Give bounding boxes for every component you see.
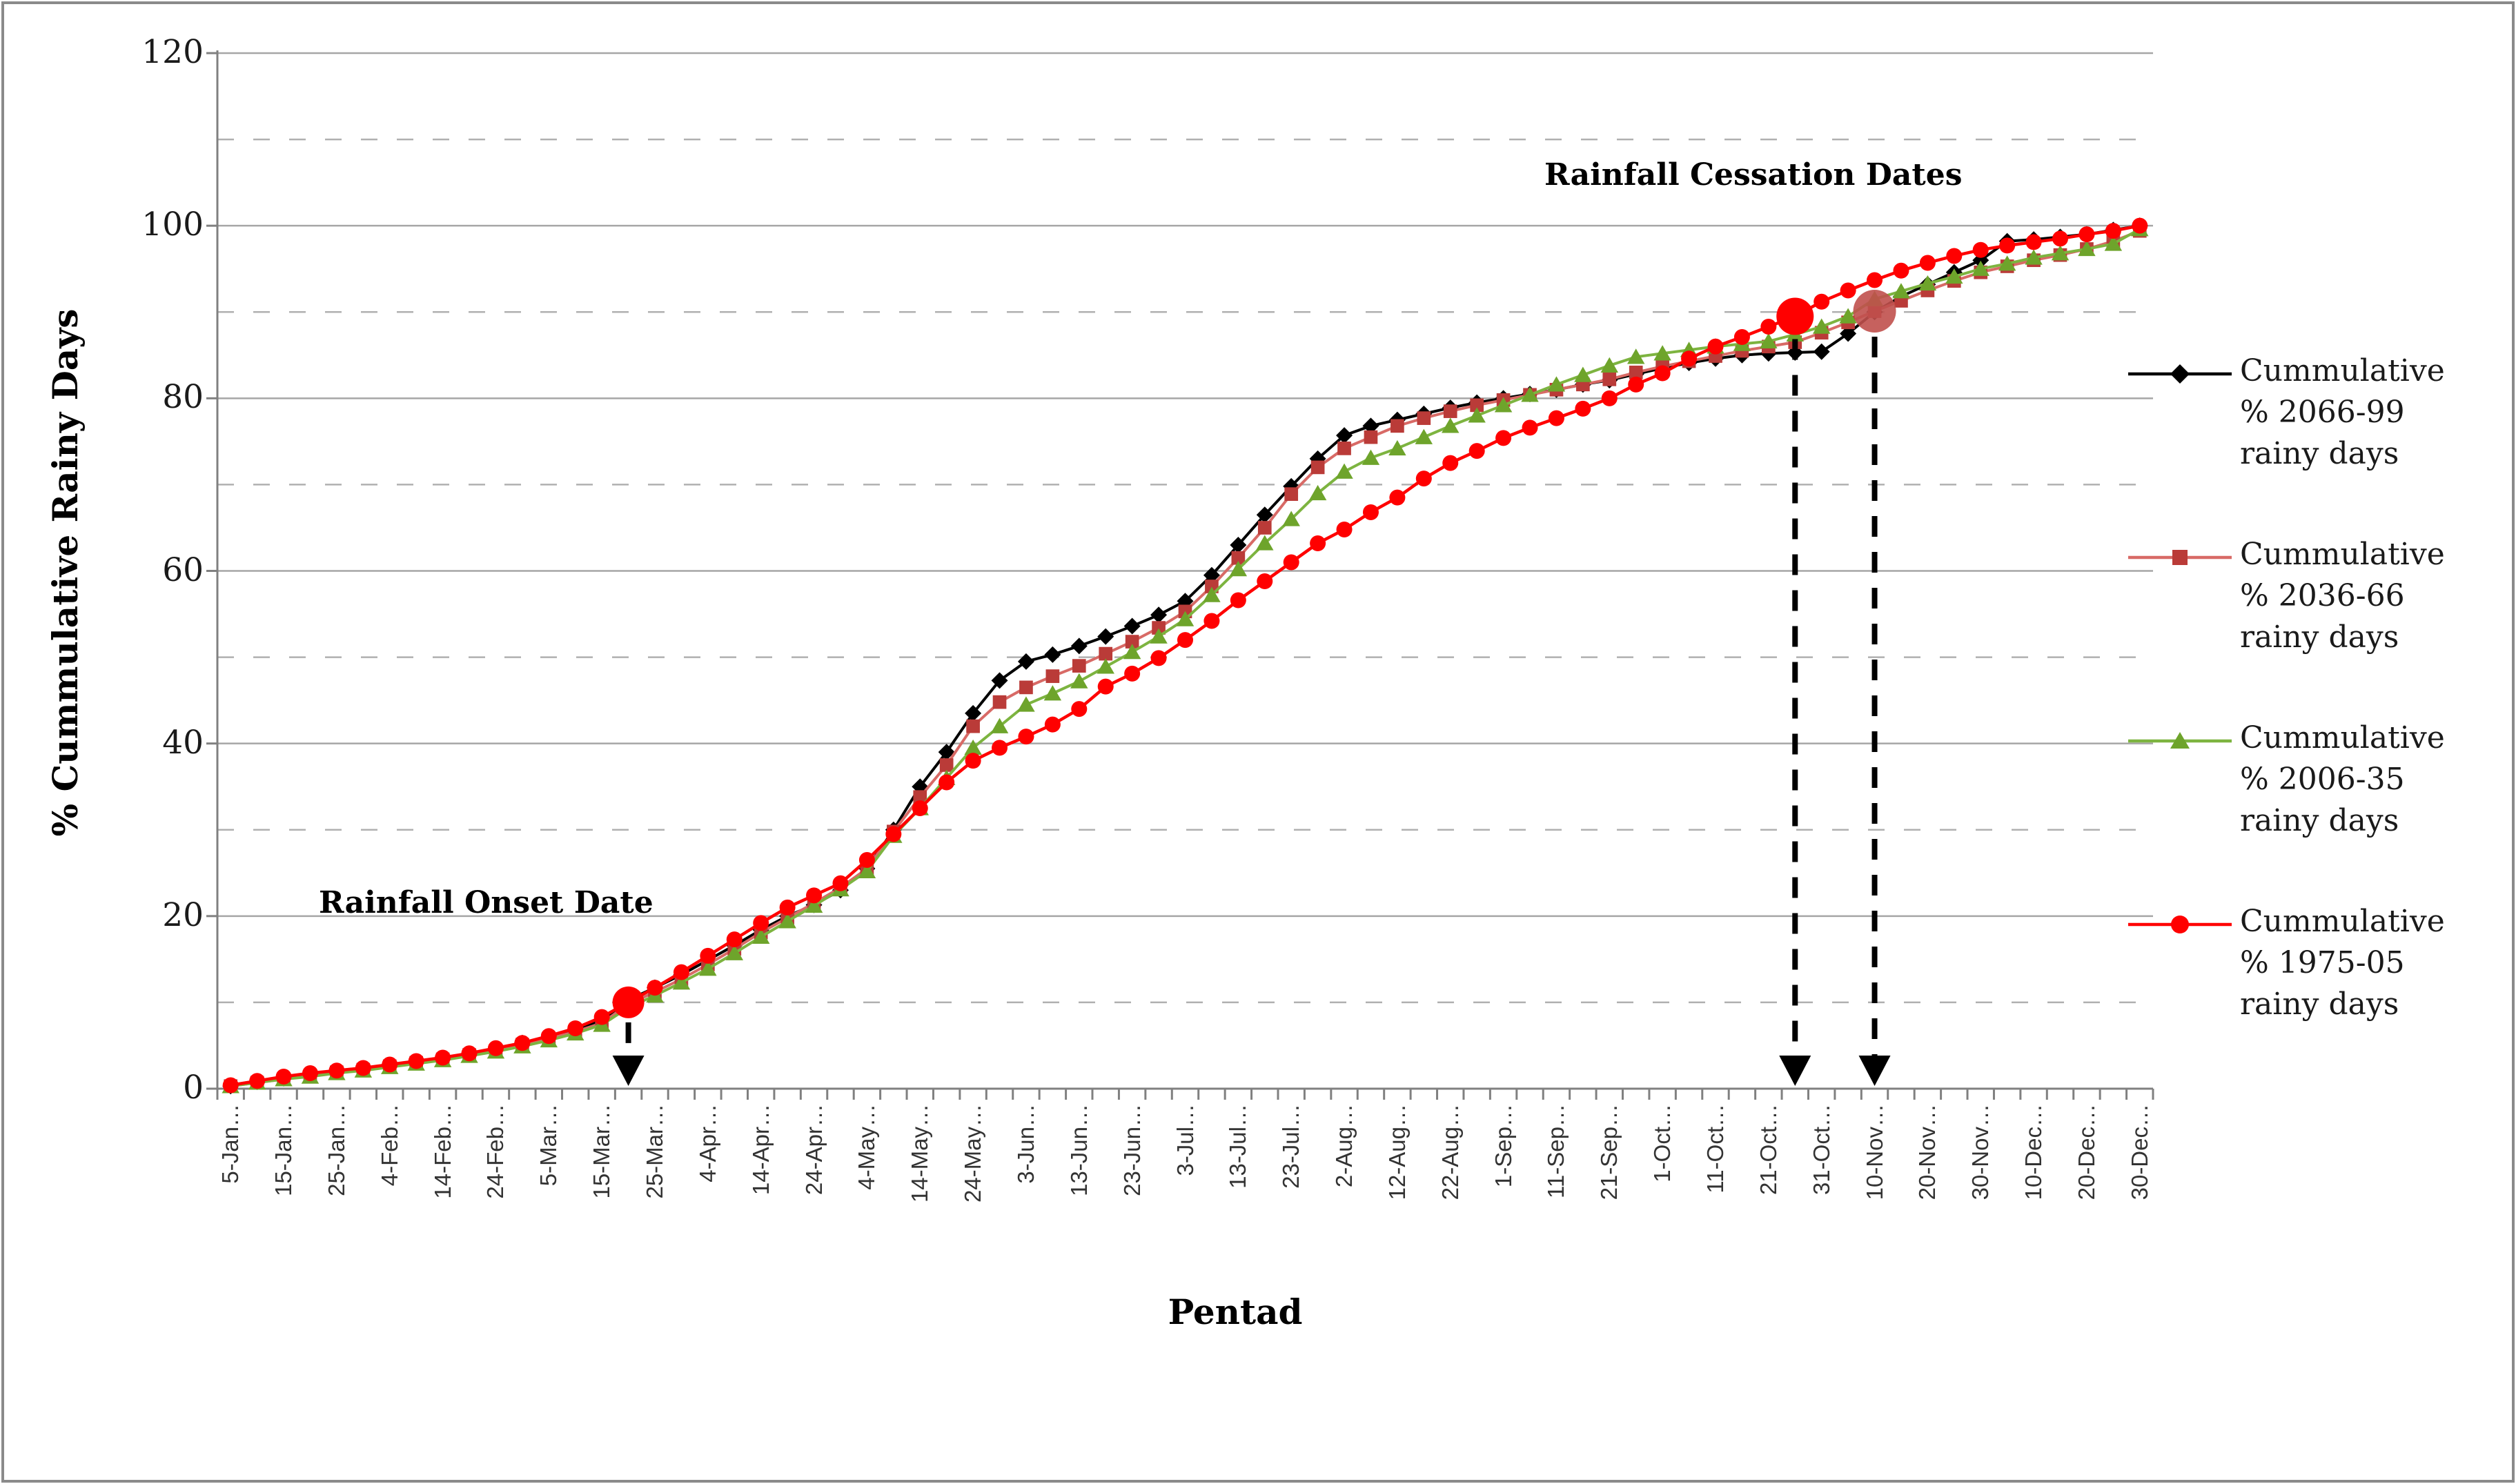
annotation-rainfall-onset-date: Rainfall Onset Date [319, 885, 653, 920]
x-tick-label-24-May: 24-May… [960, 1104, 986, 1203]
y-tick-label-60: 60 [162, 551, 204, 589]
cessation-dot-1 [1776, 297, 1814, 335]
legend: Cummulative% 2066-99 rainy days Cummulativ… [2127, 350, 2513, 1085]
series-cummulative-2066-99-rainy-days [222, 217, 2148, 1095]
x-tick-label-24-Apr: 24-Apr… [800, 1104, 827, 1196]
x-tick-label-23-Jun: 23-Jun… [1119, 1104, 1145, 1196]
series-cummulative-1975-05-rainy-days [222, 217, 2148, 1094]
x-tick-label-14-Apr: 14-Apr… [747, 1104, 774, 1196]
x-tick-label-3-Jun: 3-Jun… [1012, 1104, 1039, 1184]
x-tick-label-1-Oct: 1-Oct… [1649, 1104, 1675, 1183]
onset-dot [612, 986, 645, 1018]
x-tick-label-12-Aug: 12-Aug… [1384, 1104, 1410, 1200]
x-tick-label-13-Jul: 13-Jul… [1225, 1104, 1251, 1189]
x-tick-label-14-May: 14-May… [907, 1104, 933, 1203]
y-tick-label-120: 120 [141, 33, 204, 71]
x-tick-label-25-Mar: 25-Mar… [642, 1104, 667, 1199]
circle-marker-icon [2128, 916, 2232, 933]
series-cummulative-2036-66-rainy-days [224, 224, 2147, 1094]
y-tick-label-40: 40 [162, 723, 204, 762]
x-tick-label-24-Feb: 24-Feb… [482, 1104, 509, 1199]
x-tick-label-22-Aug: 22-Aug… [1437, 1104, 1463, 1200]
x-tick-label-5-Mar: 5-Mar… [535, 1104, 562, 1187]
x-tick-label-21-Sep: 21-Sep… [1596, 1104, 1622, 1200]
gridlines [217, 52, 2153, 1004]
axes [206, 50, 2154, 1100]
x-tick-label-4-Apr: 4-Apr… [694, 1104, 720, 1183]
legend-item-cummulative-2006-35-rainy-days[interactable]: Cummulative% 2006-35 rainy days [2127, 718, 2513, 842]
annotation-markers [612, 289, 1896, 1086]
diamond-marker-icon [2128, 364, 2232, 384]
x-tick-label-1-Sep: 1-Sep… [1490, 1104, 1516, 1188]
y-tick-label-20: 20 [162, 896, 204, 934]
x-tick-label-11-Sep: 11-Sep… [1543, 1104, 1569, 1198]
x-tick-label-10-Nov: 10-Nov… [1861, 1104, 1887, 1200]
square-marker-icon [2128, 550, 2232, 565]
x-tick-label-20-Nov: 20-Nov… [1914, 1104, 1940, 1200]
x-tick-label-23-Jul: 23-Jul… [1278, 1104, 1304, 1189]
x-axis-title: Pentad [1168, 1292, 1303, 1332]
x-tick-label-4-May: 4-May… [854, 1104, 880, 1190]
cessation-dot-2 [1853, 289, 1896, 333]
y-tick-label-80: 80 [162, 378, 204, 417]
legend-label: Cummulative% 2006-35 rainy days [2240, 720, 2445, 838]
x-tick-label-31-Oct: 31-Oct… [1808, 1104, 1834, 1196]
x-tick-label-20-Dec: 20-Dec… [2073, 1104, 2099, 1200]
x-tick-label-21-Oct: 21-Oct… [1755, 1104, 1781, 1196]
x-tick-label-10-Dec: 10-Dec… [2021, 1104, 2047, 1200]
legend-item-cummulative-2036-66-rainy-days[interactable]: Cummulative% 2036-66 rainy days [2127, 534, 2513, 658]
y-axis-title: % Cummulative Rainy Days [45, 308, 86, 837]
triangle-marker-icon [2128, 732, 2232, 749]
x-tick-label-4-Feb: 4-Feb… [376, 1104, 402, 1187]
legend-item-cummulative-1975-05-rainy-days[interactable]: Cummulative% 1975-05 rainy days [2127, 901, 2513, 1025]
x-tick-label-15-Jan: 15-Jan… [271, 1104, 297, 1196]
x-tick-label-2-Aug: 2-Aug… [1331, 1104, 1357, 1188]
x-tick-label-14-Feb: 14-Feb… [429, 1104, 455, 1199]
y-tick-label-0: 0 [183, 1069, 204, 1107]
legend-label: Cummulative% 2036-66 rainy days [2240, 537, 2445, 655]
x-tick-label-13-Jun: 13-Jun… [1065, 1104, 1092, 1196]
annotation-rainfall-cessation-dates: Rainfall Cessation Dates [1544, 157, 1963, 192]
x-tick-label-11-Oct: 11-Oct… [1702, 1104, 1728, 1194]
legend-label: Cummulative% 1975-05 rainy days [2240, 904, 2445, 1022]
x-tick-label-30-Nov: 30-Nov… [1967, 1104, 1994, 1200]
x-tick-label-5-Jan: 5-Jan… [217, 1104, 244, 1184]
x-tick-label-30-Dec: 30-Dec… [2126, 1104, 2152, 1200]
legend-label: Cummulative% 2066-99 rainy days [2240, 353, 2445, 471]
x-tick-label-15-Mar: 15-Mar… [589, 1104, 615, 1199]
x-tick-label-25-Jan: 25-Jan… [323, 1104, 349, 1196]
legend-item-cummulative-2066-99-rainy-days[interactable]: Cummulative% 2066-99 rainy days [2127, 350, 2513, 475]
x-tick-label-3-Jul: 3-Jul… [1172, 1104, 1198, 1176]
y-tick-label-100: 100 [141, 206, 204, 244]
